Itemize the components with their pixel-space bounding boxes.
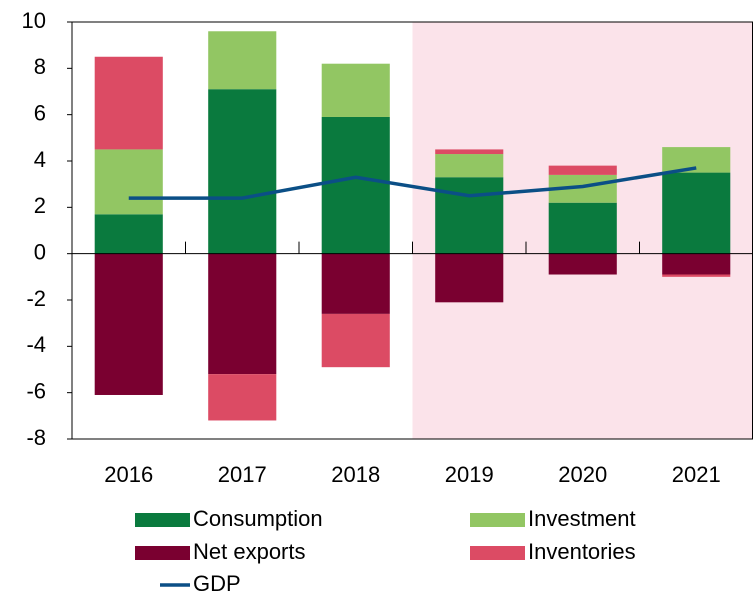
bar-segment xyxy=(95,254,163,395)
y-tick-label: -4 xyxy=(26,332,46,357)
y-tick-label: -6 xyxy=(26,378,46,403)
bar-segment xyxy=(549,166,617,175)
y-tick-label: 8 xyxy=(34,54,46,79)
legend-label: Net exports xyxy=(193,539,306,564)
legend-label: Inventories xyxy=(528,539,636,564)
bar-segment xyxy=(208,254,276,374)
bar-segment xyxy=(435,177,503,253)
y-tick-label: -2 xyxy=(26,286,46,311)
y-tick-label: 2 xyxy=(34,193,46,218)
x-tick-label: 2017 xyxy=(218,462,267,487)
legend-label: Investment xyxy=(528,506,636,531)
y-tick-label: 0 xyxy=(34,239,46,264)
legend-swatch xyxy=(135,513,190,527)
bar-segment xyxy=(95,214,163,253)
bar-segment xyxy=(435,149,503,154)
bar-segment xyxy=(208,374,276,420)
bar-segment xyxy=(435,154,503,177)
legend-label: Consumption xyxy=(193,506,323,531)
x-tick-label: 2016 xyxy=(104,462,153,487)
bar-segment xyxy=(95,57,163,150)
y-tick-label: 4 xyxy=(34,147,46,172)
bar-segment xyxy=(95,149,163,214)
bar-segment xyxy=(662,173,730,254)
bar-segment xyxy=(549,254,617,275)
x-tick-label: 2018 xyxy=(331,462,380,487)
legend-swatch xyxy=(135,546,190,560)
bar-segment xyxy=(549,203,617,254)
bar-segment xyxy=(662,254,730,275)
y-tick-label: -8 xyxy=(26,425,46,450)
bar-segment xyxy=(322,64,390,117)
bar-segment xyxy=(322,254,390,314)
x-tick-label: 2020 xyxy=(558,462,607,487)
bar-segment xyxy=(322,117,390,254)
legend-swatch xyxy=(470,546,525,560)
legend-swatch xyxy=(470,513,525,527)
bar-segment xyxy=(435,254,503,303)
x-tick-label: 2021 xyxy=(672,462,721,487)
x-tick-label: 2019 xyxy=(445,462,494,487)
y-tick-label: 10 xyxy=(22,8,46,33)
bar-segment xyxy=(662,275,730,277)
y-tick-label: 6 xyxy=(34,100,46,125)
bar-segment xyxy=(208,31,276,89)
legend-label: GDP xyxy=(193,571,241,596)
bar-segment xyxy=(208,89,276,253)
bar-segment xyxy=(322,314,390,367)
